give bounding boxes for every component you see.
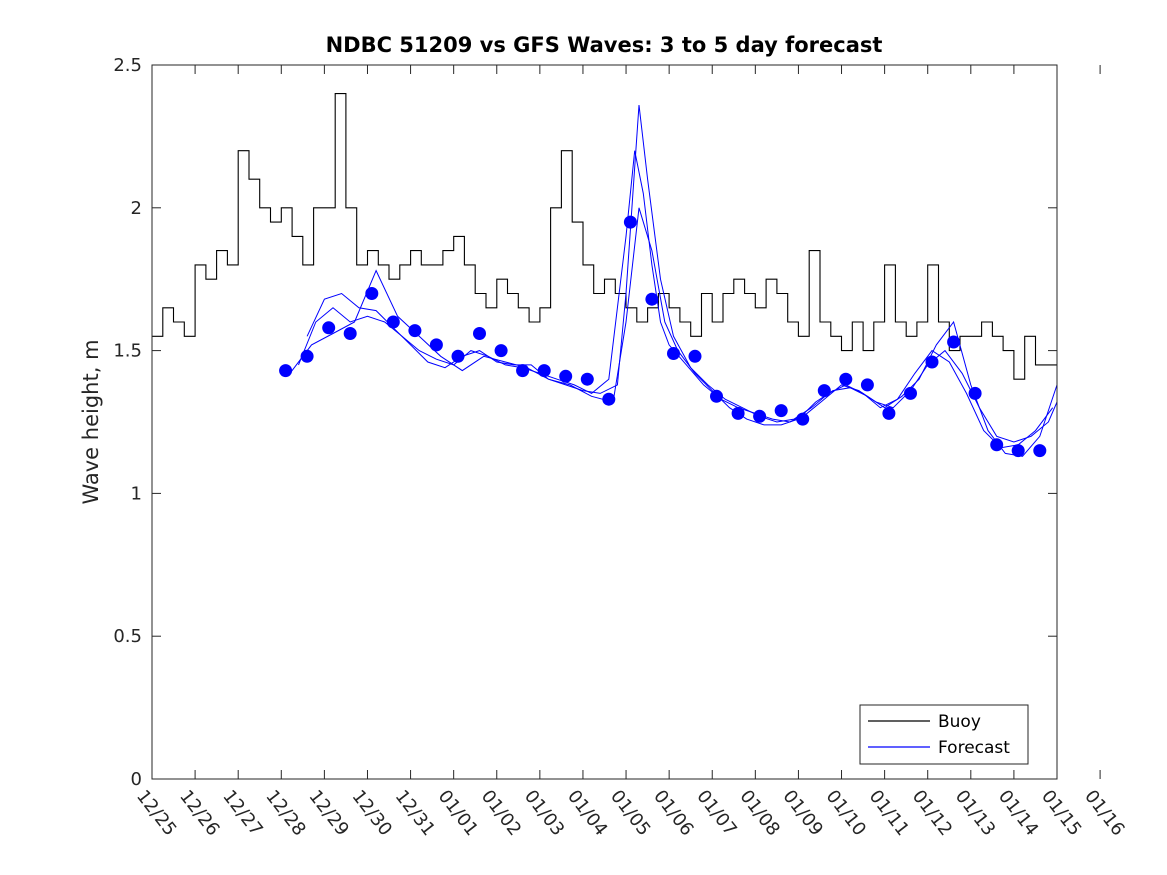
forecast-marker [731, 406, 745, 420]
forecast-marker [882, 406, 896, 420]
x-tick-label: 01/08 [735, 786, 783, 840]
x-tick-label: 01/10 [822, 786, 870, 840]
x-tick-label: 01/13 [951, 786, 999, 840]
forecast-marker [386, 315, 400, 329]
buoy-line [152, 93, 1057, 380]
forecast-marker [623, 215, 637, 229]
forecast-marker [860, 378, 874, 392]
forecast-marker [710, 389, 723, 403]
forecast-marker [322, 321, 336, 335]
x-tick-label: 01/09 [778, 786, 826, 840]
forecast-marker [559, 369, 573, 383]
forecast-marker [904, 386, 917, 400]
x-tick-label: 01/12 [908, 786, 956, 840]
x-tick-label: 12/25 [132, 786, 180, 840]
x-tick-label: 01/14 [994, 786, 1042, 840]
forecast-marker [602, 392, 616, 406]
x-tick-label: 01/04 [563, 786, 611, 840]
forecast-marker [516, 364, 530, 378]
forecast-marker [1033, 444, 1047, 458]
forecast-marker [774, 404, 788, 418]
forecast-marker [1011, 444, 1025, 458]
forecast-marker [753, 409, 767, 423]
forecast-marker [300, 349, 314, 363]
forecast-marker [990, 438, 1004, 452]
plot-area [152, 65, 1057, 779]
x-tick-label: 01/07 [692, 786, 740, 840]
plot-frame [151, 64, 1058, 780]
forecast-marker [796, 412, 810, 426]
forecast-line-3 [289, 207, 1058, 457]
x-tick-label: 01/01 [434, 786, 482, 840]
x-tick-label: 01/02 [477, 786, 525, 840]
forecast-line-2 [306, 104, 1054, 449]
x-tick-label: 12/30 [348, 786, 396, 840]
x-tick-label: 12/29 [304, 786, 352, 840]
forecast-series [279, 104, 1058, 458]
forecast-marker [451, 349, 465, 363]
x-tick-label: 01/16 [1080, 786, 1128, 840]
forecast-marker [494, 344, 508, 358]
legend-buoy-label: Buoy [938, 712, 981, 732]
forecast-marker [343, 327, 357, 340]
forecast-marker [667, 347, 680, 360]
forecast-marker [429, 338, 443, 352]
forecast-marker [645, 292, 659, 306]
x-tick-label: 12/31 [391, 786, 439, 840]
y-tick-label: 0 [131, 769, 142, 790]
x-tick-label: 01/15 [1037, 786, 1085, 840]
chart-title: NDBC 51209 vs GFS Waves: 3 to 5 day fore… [326, 33, 883, 57]
legend-box [859, 704, 1029, 765]
forecast-marker [688, 349, 702, 363]
forecast-marker [817, 384, 831, 398]
forecast-marker [580, 372, 594, 386]
legend: Buoy Forecast [859, 704, 1029, 765]
y-tick-label: 0.5 [113, 626, 142, 647]
x-tick-label: 01/03 [520, 786, 568, 840]
x-tick-label: 12/26 [175, 786, 223, 840]
x-tick-label: 12/27 [218, 786, 266, 840]
x-tick-label: 12/28 [261, 786, 309, 840]
forecast-marker [925, 355, 939, 369]
forecast-marker [365, 287, 379, 300]
legend-forecast-label: Forecast [938, 738, 1010, 758]
forecast-marker [537, 364, 551, 378]
forecast-marker [279, 364, 293, 378]
forecast-marker [839, 372, 853, 386]
y-tick-label: 1.5 [113, 341, 142, 362]
forecast-marker [473, 327, 486, 340]
x-tick-label: 01/05 [606, 786, 654, 840]
y-tick-label: 2 [131, 198, 142, 219]
y-axis: 0 0.5 1 1.5 2 2.5 [113, 55, 1057, 790]
y-tick-label: 1 [131, 483, 142, 504]
y-tick-label: 2.5 [113, 55, 142, 76]
buoy-series [152, 93, 1057, 380]
y-axis-label: Wave height, m [79, 339, 103, 504]
x-tick-label: 01/06 [649, 786, 697, 840]
x-tick-label: 01/11 [865, 786, 913, 840]
forecast-marker [968, 386, 982, 400]
forecast-marker [947, 335, 961, 349]
forecast-marker [408, 324, 422, 338]
